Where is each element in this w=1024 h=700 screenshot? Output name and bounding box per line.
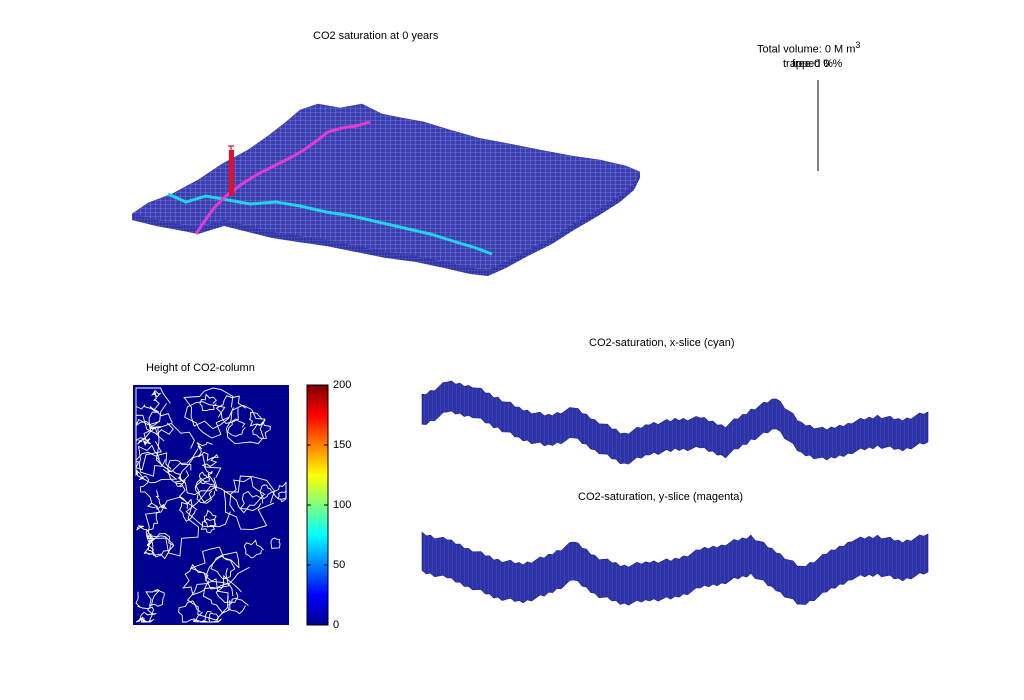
contour-line xyxy=(205,551,250,585)
contour-line xyxy=(210,555,236,580)
contour-line xyxy=(249,412,266,427)
yslice-title: CO2-saturation, y-slice (magenta) xyxy=(578,491,744,503)
contour-line xyxy=(145,588,165,607)
xslice-area xyxy=(421,380,929,465)
contour-line xyxy=(143,490,168,555)
contour-line xyxy=(184,401,230,439)
contour-line xyxy=(277,490,287,503)
contour-line xyxy=(145,496,199,557)
contour-line xyxy=(135,387,171,427)
free-label: free 0 % xyxy=(792,58,833,70)
contour-line xyxy=(178,454,222,496)
well-top-marker xyxy=(228,145,234,152)
contour-line xyxy=(203,583,234,614)
contour-line xyxy=(226,404,266,445)
volume-label: Total volume: 0 M m3 xyxy=(757,40,861,56)
contour-line xyxy=(215,395,247,425)
contour-line xyxy=(196,441,219,478)
contour-line xyxy=(227,597,249,615)
contour-line xyxy=(182,563,210,596)
contour-line xyxy=(137,421,162,447)
injection-well xyxy=(229,150,234,196)
surface-front-side xyxy=(132,214,488,276)
contour-line xyxy=(135,420,152,441)
colorbar-tick-50: 50 xyxy=(333,559,346,571)
contour-line xyxy=(185,485,235,528)
colorbar xyxy=(306,384,329,626)
colorbar-tick-150: 150 xyxy=(333,439,352,451)
contour-line xyxy=(135,590,161,623)
contour-line xyxy=(259,484,274,500)
contour-line xyxy=(195,475,218,503)
contour-line xyxy=(151,533,175,560)
main-title: CO2 saturation at 0 years xyxy=(313,30,439,42)
contour-line xyxy=(223,475,276,531)
colorbar-tick-100: 100 xyxy=(333,499,352,511)
contour-line xyxy=(215,574,242,603)
surface-right-side xyxy=(488,172,640,276)
colorbar-tick-200: 200 xyxy=(333,379,352,391)
contour-line xyxy=(138,444,166,477)
contour-line xyxy=(229,476,266,514)
contour-line xyxy=(136,389,162,413)
contour-line xyxy=(179,498,198,522)
contour-line xyxy=(155,456,188,509)
contour-line xyxy=(243,539,264,559)
contour-line xyxy=(148,411,174,435)
yslice-line xyxy=(194,120,371,235)
xslice-line xyxy=(167,192,493,256)
contour-line xyxy=(186,578,231,621)
contour-line xyxy=(272,481,287,500)
contour-line xyxy=(135,451,178,484)
trapped-label: trapped 0 % xyxy=(783,58,843,70)
contour-line xyxy=(239,491,264,511)
surface-top xyxy=(131,103,641,271)
contour-line xyxy=(193,610,222,623)
contour-line xyxy=(198,471,211,485)
colorbar-tick-0: 0 xyxy=(333,619,340,631)
contour-line xyxy=(189,546,240,590)
contour-line xyxy=(194,477,217,504)
contour-line xyxy=(200,518,217,534)
contour-line xyxy=(135,461,159,509)
contour-line xyxy=(155,422,199,473)
contour-line xyxy=(178,600,203,623)
contour-line xyxy=(270,537,281,550)
colorbar-ticks xyxy=(307,384,328,626)
contour-line xyxy=(252,420,271,439)
contour-line xyxy=(147,535,174,558)
contour-line xyxy=(135,591,154,623)
contour-line xyxy=(203,509,217,528)
contour-line xyxy=(183,387,234,430)
heatmap-area xyxy=(133,385,289,625)
contour-line xyxy=(199,393,217,412)
heatmap-contours xyxy=(135,387,287,623)
heatmap-title: Height of CO2-column xyxy=(146,362,255,374)
contour-line xyxy=(136,525,156,556)
contour-line xyxy=(227,418,246,437)
yslice-area xyxy=(421,531,929,606)
xslice-title: CO2-saturation, x-slice (cyan) xyxy=(589,337,735,349)
contour-line xyxy=(167,459,192,483)
contour-line xyxy=(208,612,219,623)
contour-line xyxy=(135,414,165,471)
